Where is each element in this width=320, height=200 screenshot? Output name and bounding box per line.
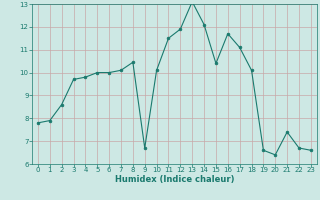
X-axis label: Humidex (Indice chaleur): Humidex (Indice chaleur) (115, 175, 234, 184)
